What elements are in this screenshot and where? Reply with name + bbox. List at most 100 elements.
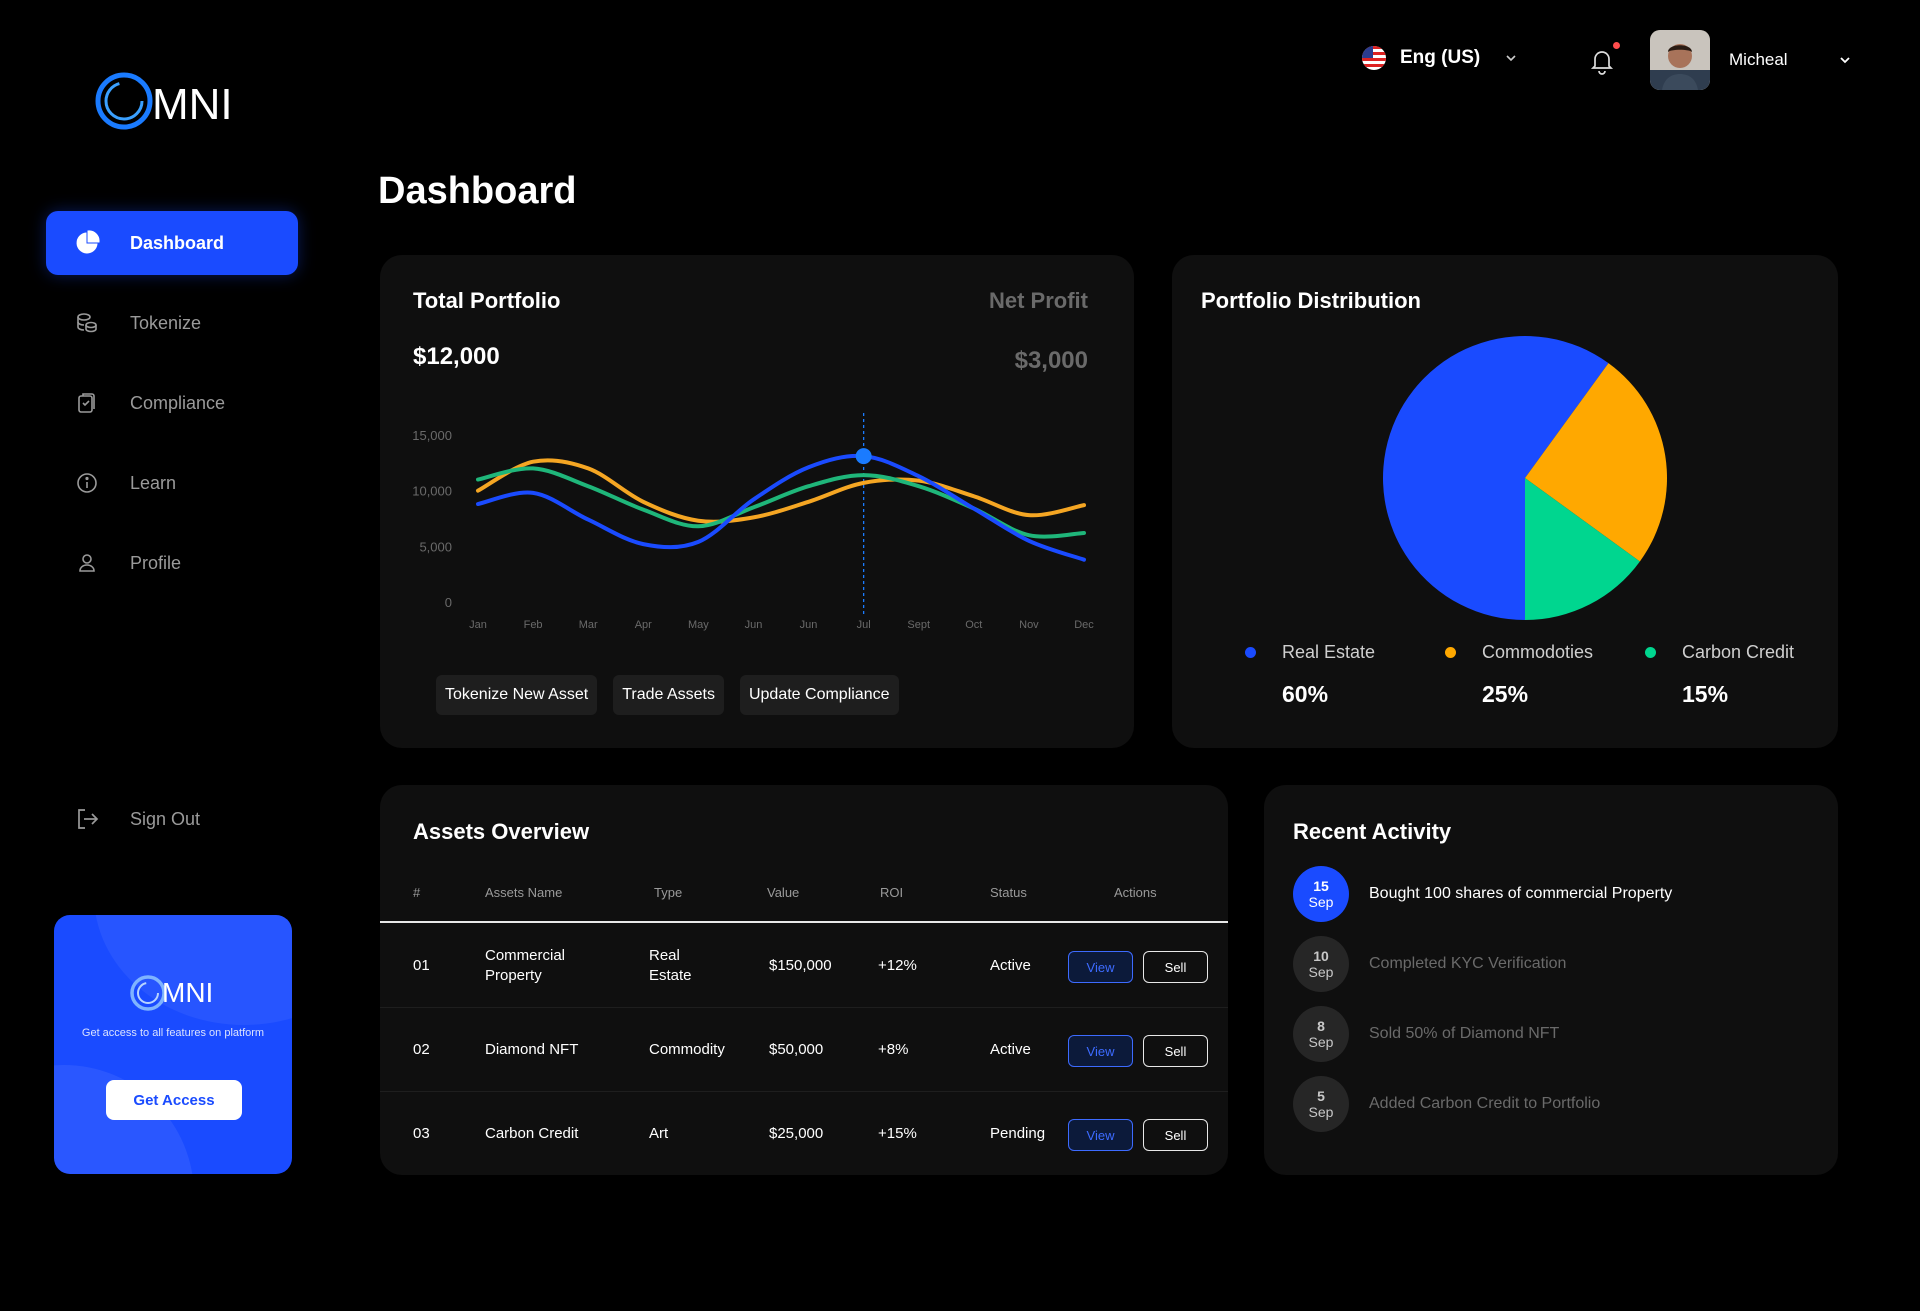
x-tick-label: Nov	[1019, 619, 1039, 631]
cell-roi: +15%	[878, 1125, 917, 1142]
language-selector[interactable]: Eng (US)	[1362, 46, 1518, 70]
notification-bell-icon[interactable]	[1588, 46, 1616, 76]
x-tick-label: Jun	[800, 619, 818, 631]
distribution-pie-chart[interactable]	[1380, 333, 1670, 623]
table-row: 03 Carbon Credit Art $25,000 +15% Pendin…	[380, 1092, 1228, 1176]
activity-item[interactable]: 8 Sep Sold 50% of Diamond NFT	[1293, 1006, 1559, 1062]
net-profit-title: Net Profit	[989, 288, 1088, 313]
omni-logo[interactable]: MNI	[94, 66, 254, 136]
activity-title: Recent Activity	[1293, 819, 1452, 844]
cell-type: Real Estate	[649, 947, 692, 984]
cell-status: Active	[990, 957, 1031, 974]
chevron-down-icon[interactable]	[1838, 53, 1852, 67]
cell-type: Commodity	[649, 1041, 725, 1058]
cell-name: Carbon Credit	[485, 1125, 579, 1142]
promo-description: Get access to all features on platform	[81, 1027, 265, 1039]
series-line-blue	[476, 453, 1086, 562]
pie-slice-carbon-credit[interactable]	[1525, 478, 1640, 620]
sidebar-item-label: Learn	[130, 472, 177, 493]
date-month: Sep	[1308, 964, 1334, 980]
portfolio-title: Total Portfolio	[413, 288, 561, 313]
total-portfolio-card: Total Portfolio $12,000 Net Profit $3,00…	[380, 255, 1134, 748]
pie-chart-icon	[72, 228, 102, 258]
portfolio-line-chart[interactable]: 15,000 10,000 5,000 0 Jan Feb Mar Apr May Jun Jun J…	[380, 395, 1134, 655]
col-header-value: Value	[767, 885, 800, 900]
logo-ring-icon	[95, 72, 153, 130]
col-header-type: Type	[654, 885, 683, 900]
x-tick-label: Jul	[857, 619, 871, 631]
date-month: Sep	[1308, 1104, 1334, 1120]
clipboard-icon	[72, 388, 102, 418]
x-tick-label: Oct	[965, 619, 982, 631]
date-day: 8	[1317, 1018, 1325, 1034]
cell-value: $150,000	[769, 957, 832, 974]
legend-real-estate: Real Estate 60%	[1245, 642, 1375, 708]
x-tick-label: Jun	[745, 619, 763, 631]
legend-label: Commodoties	[1482, 642, 1594, 662]
user-icon	[72, 548, 102, 578]
sell-button[interactable]: Sell	[1143, 951, 1208, 983]
x-tick-label: Jan	[469, 619, 487, 631]
legend-percent: 25%	[1482, 681, 1529, 707]
col-header-status: Status	[990, 885, 1027, 900]
sign-out-label: Sign Out	[130, 808, 201, 829]
series-line-orange	[476, 458, 1086, 524]
highlight-point[interactable]	[855, 448, 872, 465]
table-row: 01 Commercial Property Real Estate $150,…	[380, 924, 1228, 1008]
activity-item[interactable]: 10 Sep Completed KYC Verification	[1293, 936, 1566, 992]
tokenize-new-asset-button[interactable]: Tokenize New Asset	[436, 675, 598, 715]
cell-status: Pending	[990, 1125, 1046, 1142]
sidebar-item-compliance[interactable]: Compliance	[46, 371, 298, 435]
legend-dot	[1245, 647, 1256, 658]
avatar[interactable]	[1650, 30, 1710, 90]
col-header-number: #	[413, 885, 421, 900]
view-button[interactable]: View	[1068, 1035, 1133, 1067]
sidebar-item-label: Dashboard	[130, 232, 225, 253]
pie-slice-real-estate[interactable]	[1383, 336, 1609, 620]
cell-roi: +12%	[878, 957, 917, 974]
sell-button[interactable]: Sell	[1143, 1035, 1208, 1067]
y-tick-label: 10,000	[412, 484, 452, 499]
promo-card: MNI Get access to all features on platfo…	[54, 915, 292, 1174]
pie-slice-commodities[interactable]	[1525, 363, 1667, 562]
chevron-down-icon	[1506, 55, 1516, 62]
trade-assets-button[interactable]: Trade Assets	[613, 675, 724, 715]
activity-text: Added Carbon Credit to Portfolio	[1369, 1095, 1601, 1112]
us-flag-icon	[1362, 46, 1386, 70]
activity-item[interactable]: 5 Sep Added Carbon Credit to Portfolio	[1293, 1076, 1600, 1132]
sidebar-item-tokenize[interactable]: Tokenize	[46, 291, 298, 355]
y-tick-label: 0	[445, 595, 452, 610]
page-title: Dashboard	[378, 170, 577, 212]
get-access-button[interactable]: Get Access	[106, 1080, 242, 1120]
sell-button[interactable]: Sell	[1143, 1119, 1208, 1151]
promo-logo: MNI	[128, 971, 228, 1015]
view-button[interactable]: View	[1068, 1119, 1133, 1151]
cell-id: 03	[413, 1125, 430, 1142]
date-month: Sep	[1308, 1034, 1334, 1050]
y-tick-label: 5,000	[419, 539, 452, 554]
cell-id: 02	[413, 1041, 430, 1058]
date-badge: 10 Sep	[1293, 936, 1349, 992]
y-tick-label: 15,000	[412, 428, 452, 443]
sidebar-item-profile[interactable]: Profile	[46, 531, 298, 595]
x-tick-label: Sept	[907, 619, 930, 631]
date-badge: 8 Sep	[1293, 1006, 1349, 1062]
sidebar-item-label: Tokenize	[130, 312, 202, 333]
user-name[interactable]: Micheal	[1729, 50, 1788, 69]
activity-text: Sold 50% of Diamond NFT	[1369, 1025, 1560, 1042]
sidebar-item-learn[interactable]: Learn	[46, 451, 298, 515]
sidebar-item-dashboard[interactable]: Dashboard	[46, 211, 298, 275]
sign-out-button[interactable]: Sign Out	[46, 787, 298, 851]
logo-text: MNI	[162, 977, 214, 1008]
x-tick-label: Apr	[635, 619, 652, 631]
activity-item[interactable]: 15 Sep Bought 100 shares of commercial P…	[1293, 866, 1672, 922]
notification-dot	[1613, 42, 1620, 49]
date-month: Sep	[1308, 894, 1334, 910]
distribution-title: Portfolio Distribution	[1201, 288, 1421, 313]
table-header: # Assets Name Type Value ROI Status Acti…	[380, 885, 1228, 923]
cell-type: Art	[649, 1125, 669, 1142]
x-tick-label: Dec	[1074, 619, 1094, 631]
portfolio-distribution-card: Portfolio Distribution Real Estate 60% C…	[1172, 255, 1838, 748]
view-button[interactable]: View	[1068, 951, 1133, 983]
update-compliance-button[interactable]: Update Compliance	[739, 675, 899, 715]
